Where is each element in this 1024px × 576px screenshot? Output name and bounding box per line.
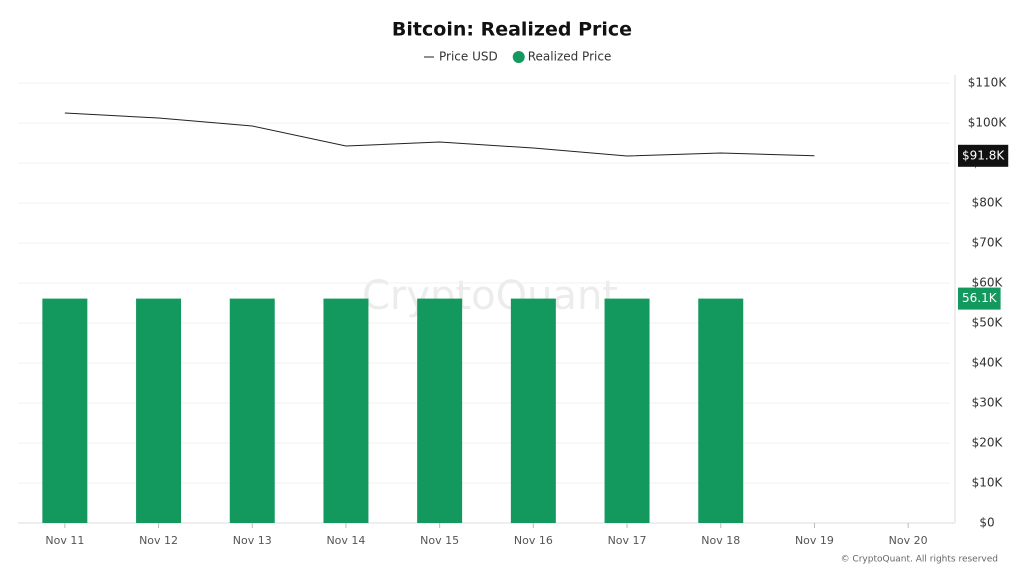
bar bbox=[42, 298, 88, 523]
bar bbox=[417, 298, 463, 523]
y-tick-label: $0 bbox=[979, 516, 994, 530]
legend-label: Realized Price bbox=[528, 50, 612, 64]
y-tick-label: $80K bbox=[972, 196, 1004, 210]
bar bbox=[698, 298, 744, 523]
y-tick-label: $50K bbox=[972, 316, 1004, 330]
legend-marker bbox=[512, 51, 525, 63]
y-tick-label: $70K bbox=[972, 236, 1004, 250]
x-tick-label: Nov 15 bbox=[420, 534, 459, 547]
y-tick-label: $20K bbox=[972, 436, 1004, 450]
last-value-label: $91.8K bbox=[962, 148, 1005, 162]
last-value-badge bbox=[958, 287, 1001, 310]
legend-label: Price USD bbox=[439, 50, 498, 64]
y-tick-label: $10K bbox=[972, 476, 1004, 490]
y-tick-label: $110K bbox=[968, 76, 1008, 90]
x-tick-label: Nov 16 bbox=[514, 534, 553, 547]
y-tick-label: $30K bbox=[972, 396, 1004, 410]
x-tick-label: Nov 13 bbox=[233, 534, 272, 547]
x-tick-label: Nov 12 bbox=[139, 534, 178, 547]
credit: © CryptoQuant. All rights reserved bbox=[841, 555, 998, 565]
bar bbox=[136, 298, 182, 523]
y-tick-label: $40K bbox=[972, 356, 1004, 370]
x-tick-label: Nov 20 bbox=[889, 534, 928, 547]
watermark: CryptoQuant bbox=[362, 273, 618, 319]
bar bbox=[323, 298, 369, 523]
bar bbox=[510, 298, 556, 523]
last-value-badge bbox=[958, 144, 1009, 167]
x-tick-label: Nov 11 bbox=[45, 534, 84, 547]
last-value-label: 56.1K bbox=[962, 291, 998, 305]
x-tick-label: Nov 18 bbox=[701, 534, 740, 547]
y-tick-label: $100K bbox=[968, 116, 1008, 130]
x-tick-label: Nov 19 bbox=[795, 534, 834, 547]
y-tick-label: $60K bbox=[972, 276, 1004, 290]
legend: Price USD Realized Price bbox=[424, 50, 611, 64]
x-tick-label: Nov 14 bbox=[326, 534, 365, 547]
x-tick-label: Nov 17 bbox=[608, 534, 647, 547]
chart-title: Bitcoin: Realized Price bbox=[392, 19, 632, 41]
price-line bbox=[64, 112, 815, 157]
bar bbox=[604, 298, 650, 523]
bar bbox=[229, 298, 275, 523]
